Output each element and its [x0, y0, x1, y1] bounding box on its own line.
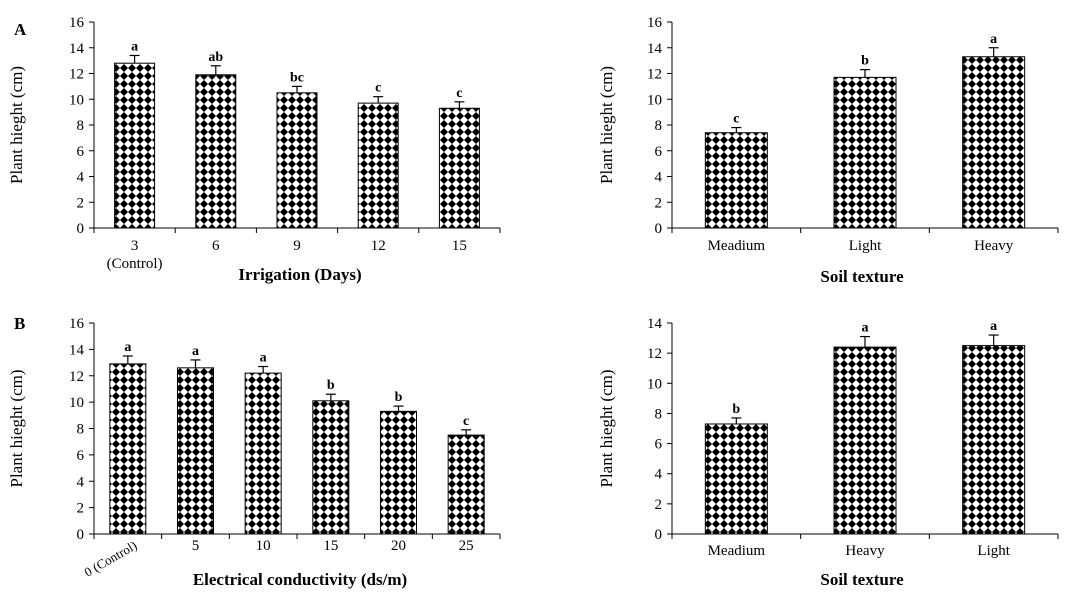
chart4-y-tick-label: 10 — [647, 376, 662, 392]
chart3-y-axis-title: Plant hieght (cm) — [7, 369, 26, 487]
chart2-y-tick-label: 0 — [655, 221, 663, 237]
chart4-y-axis-title: Plant hieght (cm) — [597, 369, 616, 487]
chart3-y-tick-label: 6 — [77, 448, 85, 464]
chart4-y-tick-label: 12 — [647, 346, 662, 362]
chart3-y-tick-label: 8 — [77, 422, 85, 438]
chart1-x-tick-label: (Control) — [107, 256, 163, 272]
chart4-significance-letter: a — [862, 321, 869, 336]
chart1-x-tick-label: 15 — [452, 238, 467, 254]
chart3-bar — [109, 363, 147, 535]
chart1-significance-letter: c — [456, 86, 462, 101]
chart3-y-tick-label: 16 — [69, 316, 85, 332]
chart4-x-axis-title: Soil texture — [820, 570, 904, 589]
chart1-y-axis-title: Plant hieght (cm) — [7, 66, 26, 184]
chart1-y-tick-label: 2 — [77, 195, 85, 211]
chart3-significance-letter: b — [395, 390, 403, 405]
chart1-x-tick-label: 3 — [131, 238, 139, 254]
chart4-y-tick-label: 14 — [647, 316, 663, 332]
chart2-y-tick-label: 4 — [655, 170, 663, 186]
chart4-x-tick-label: Meadium — [708, 543, 766, 559]
chart3-y-tick-label: 4 — [77, 474, 85, 490]
chart2-y-tick-label: 8 — [655, 118, 663, 134]
chart3-x-tick-label: 10 — [256, 538, 271, 554]
chart1-y-tick-label: 12 — [69, 67, 84, 83]
chart3-y-tick-label: 10 — [69, 395, 84, 411]
chart3-x-tick-label: 20 — [391, 538, 406, 554]
chart2-x-tick-label: Heavy — [974, 238, 1014, 254]
chart3-significance-letter: a — [124, 340, 131, 355]
chart3-bar — [244, 372, 282, 535]
chart1-significance-letter: ab — [208, 50, 223, 65]
chart1-significance-letter: bc — [290, 70, 304, 85]
chart4-significance-letter: a — [990, 319, 997, 334]
chart1-y-tick-label: 14 — [69, 41, 85, 57]
chart1-y-tick-label: 0 — [77, 221, 85, 237]
chart3-y-tick-label: 2 — [77, 501, 85, 517]
chart3-y-tick-label: 12 — [69, 369, 84, 385]
chart2-y-tick-label: 2 — [655, 195, 663, 211]
chart2-x-tick-label: Light — [849, 238, 882, 254]
chart2-significance-letter: b — [861, 54, 869, 69]
chart4-bar — [704, 423, 768, 535]
chart1-x-axis-title: Irrigation (Days) — [238, 265, 361, 284]
chart4-y-tick-label: 0 — [655, 527, 663, 543]
chart1-y-tick-label: 8 — [77, 118, 85, 134]
chart2-y-tick-label: 16 — [647, 15, 663, 31]
chart3-significance-letter: b — [327, 378, 335, 393]
chart1-significance-letter: c — [375, 81, 381, 96]
panel-label-b: B — [14, 314, 26, 333]
chart2-x-tick-label: Meadium — [708, 238, 766, 254]
chart3-bar — [447, 434, 485, 535]
chart4-y-tick-label: 6 — [655, 437, 663, 453]
chart2-significance-letter: a — [990, 32, 997, 47]
chart3-x-tick-label: 0 (Control) — [81, 538, 139, 580]
chart2-significance-letter: c — [733, 112, 739, 127]
chart2-bar — [962, 56, 1026, 229]
chart3-significance-letter: a — [192, 344, 199, 359]
chart3-x-tick-label: 15 — [323, 538, 338, 554]
chart4-y-tick-label: 8 — [655, 406, 663, 422]
chart4-bar — [833, 346, 897, 535]
chart3-bar — [380, 410, 417, 535]
chart1-x-tick-label: 9 — [293, 238, 301, 254]
chart1-bar — [357, 102, 399, 229]
chart4-x-tick-label: Heavy — [845, 543, 885, 559]
chart3-y-tick-label: 14 — [69, 342, 85, 358]
chart4-significance-letter: b — [732, 402, 740, 417]
chart4-x-tick-label: Light — [977, 543, 1010, 559]
chart1-y-tick-label: 10 — [69, 92, 84, 108]
chart3-significance-letter: c — [463, 414, 469, 429]
chart2-y-tick-label: 12 — [647, 67, 662, 83]
chart2-x-axis-title: Soil texture — [820, 267, 904, 286]
chart2-bar — [704, 132, 768, 229]
chart3-x-axis-title: Electrical conductivity (ds/m) — [193, 570, 407, 589]
chart3-x-tick-label: 5 — [192, 538, 200, 554]
chart1-x-tick-label: 12 — [371, 238, 386, 254]
chart3-bar — [177, 367, 214, 535]
chart1-bar — [195, 74, 237, 229]
chart3-y-tick-label: 0 — [77, 527, 85, 543]
chart3-x-tick-label: 25 — [459, 538, 474, 554]
chart4-y-tick-label: 2 — [655, 497, 663, 513]
chart1-bar — [114, 62, 156, 229]
chart2-y-tick-label: 14 — [647, 41, 663, 57]
chart2-y-axis-title: Plant hieght (cm) — [597, 66, 616, 184]
chart1-bar — [438, 107, 480, 229]
chart4-y-tick-label: 4 — [655, 467, 663, 483]
panel-label-a: A — [14, 20, 27, 39]
chart3-bar — [312, 400, 350, 535]
chart1-y-tick-label: 16 — [69, 15, 85, 31]
chart1-x-tick-label: 6 — [212, 238, 220, 254]
chart2-y-tick-label: 10 — [647, 92, 662, 108]
chart2-bar — [833, 76, 897, 229]
chart1-y-tick-label: 4 — [77, 170, 85, 186]
chart4-bar — [962, 345, 1026, 535]
chart1-y-tick-label: 6 — [77, 144, 85, 160]
chart3-significance-letter: a — [260, 351, 267, 366]
chart2-y-tick-label: 6 — [655, 144, 663, 160]
chart1-bar — [276, 92, 318, 229]
chart1-significance-letter: a — [131, 39, 138, 54]
